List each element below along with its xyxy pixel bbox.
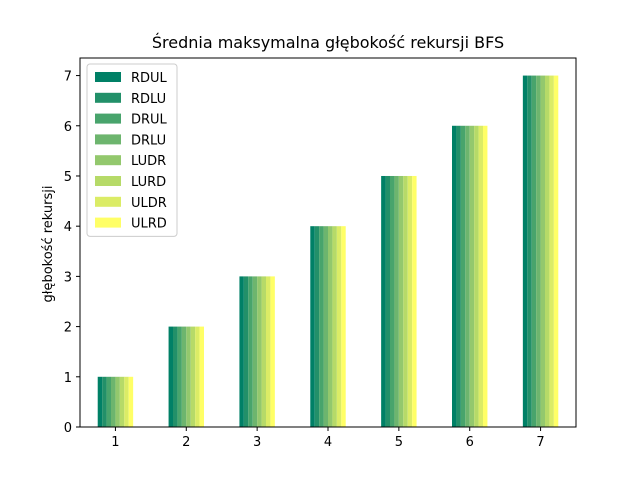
y-axis-label: głębokość rekursji (41, 186, 56, 303)
bar-lurd-3 (261, 276, 266, 427)
bar-uldr-6 (478, 125, 483, 427)
bar-drul-6 (460, 125, 466, 427)
bar-ulrd-1 (128, 376, 134, 427)
y-tick-label: 4 (64, 220, 72, 235)
bar-ludr-7 (540, 75, 545, 428)
bar-ulrd-2 (199, 326, 204, 427)
bar-ludr-1 (115, 376, 120, 427)
bar-lurd-6 (474, 125, 479, 427)
bar-drlu-5 (394, 175, 399, 427)
bar-drul-1 (106, 376, 111, 427)
x-tick-label: 1 (111, 435, 119, 450)
bar-uldr-5 (407, 175, 413, 427)
bar-ulrd-7 (553, 75, 559, 428)
legend: RDUL RDLU DRUL DRLU LUDR LURD ULDR ULRD (86, 63, 178, 237)
bar-rdlu-5 (385, 175, 390, 427)
legend-label-rdlu: RDLU (131, 92, 166, 107)
legend-swatch-uldr (95, 196, 121, 207)
bar-uldr-4 (336, 226, 342, 427)
chart-title: Średnia maksymalna głębokość rekursji BF… (152, 33, 504, 52)
bar-drul-2 (177, 326, 182, 427)
bar-rdlu-3 (243, 276, 249, 427)
legend-box (86, 63, 178, 237)
bar-ludr-4 (328, 226, 333, 427)
bar-uldr-1 (124, 376, 129, 427)
bar-drlu-1 (111, 376, 116, 427)
bar-ulrd-5 (412, 175, 417, 427)
legend-label-drul: DRUL (131, 113, 168, 128)
bar-rdul-6 (452, 125, 457, 427)
bar-lurd-5 (403, 175, 408, 427)
legend-label-lurd: LURD (131, 175, 166, 190)
bar-ulrd-4 (341, 226, 346, 427)
legend-swatch-ludr (95, 155, 121, 166)
bar-rdul-4 (310, 226, 315, 427)
bar-drul-7 (531, 75, 537, 428)
bar-drlu-2 (181, 326, 187, 427)
bar-rdul-1 (97, 376, 103, 427)
bar-ulrd-6 (483, 125, 488, 427)
y-tick-label: 0 (64, 421, 72, 436)
bar-rdlu-4 (314, 226, 320, 427)
bar-drlu-6 (465, 125, 470, 427)
bar-rdul-7 (522, 75, 528, 428)
bar-drlu-4 (323, 226, 328, 427)
bar-drul-4 (319, 226, 324, 427)
bar-drul-5 (390, 175, 395, 427)
bar-ludr-3 (257, 276, 262, 427)
legend-swatch-drul (95, 113, 121, 124)
bar-rdlu-1 (102, 376, 107, 427)
y-tick-label: 6 (64, 120, 72, 135)
legend-label-rdul: RDUL (131, 71, 168, 86)
bars-group (97, 75, 559, 428)
x-tick-label: 4 (324, 435, 332, 450)
x-tick-label: 3 (253, 435, 261, 450)
bar-rdul-3 (239, 276, 244, 427)
y-tick-label: 5 (64, 170, 72, 185)
bar-ludr-2 (186, 326, 191, 427)
legend-swatch-lurd (95, 176, 121, 186)
bar-uldr-3 (266, 276, 271, 427)
axes-group: 1 2 3 4 5 6 7 0 1 2 3 4 5 6 7 (64, 57, 577, 450)
bar-drlu-3 (252, 276, 258, 427)
legend-swatch-rdul (95, 72, 121, 82)
bar-uldr-2 (195, 326, 200, 427)
legend-label-ulrd: ULRD (131, 217, 167, 232)
bar-rdlu-2 (173, 326, 178, 427)
y-tick-label: 3 (64, 270, 72, 285)
legend-swatch-ulrd (95, 217, 121, 228)
bar-rdlu-7 (527, 75, 532, 428)
legend-label-uldr: ULDR (131, 196, 167, 211)
y-tick-label: 1 (64, 371, 72, 386)
bar-lurd-4 (332, 226, 337, 427)
bar-ludr-6 (469, 125, 475, 427)
y-tick-label: 7 (64, 70, 72, 85)
x-tick-label: 7 (536, 435, 544, 450)
bar-drul-3 (248, 276, 253, 427)
bar-lurd-7 (545, 75, 550, 428)
bar-rdul-5 (381, 175, 386, 427)
bar-lurd-2 (190, 326, 196, 427)
bar-uldr-7 (549, 75, 554, 428)
bar-rdul-2 (168, 326, 173, 427)
x-tick-label: 5 (395, 435, 403, 450)
bar-ludr-5 (398, 175, 404, 427)
x-tick-label: 6 (466, 435, 474, 450)
legend-label-drlu: DRLU (131, 133, 166, 148)
x-tick-label: 2 (182, 435, 190, 450)
bar-lurd-1 (119, 376, 125, 427)
legend-label-ludr: LUDR (131, 154, 166, 169)
bar-rdlu-6 (456, 125, 461, 427)
legend-swatch-drlu (95, 134, 121, 145)
y-tick-label: 2 (64, 321, 72, 336)
bar-ulrd-3 (270, 276, 275, 427)
legend-swatch-rdlu (95, 92, 121, 103)
bar-drlu-7 (536, 75, 541, 428)
